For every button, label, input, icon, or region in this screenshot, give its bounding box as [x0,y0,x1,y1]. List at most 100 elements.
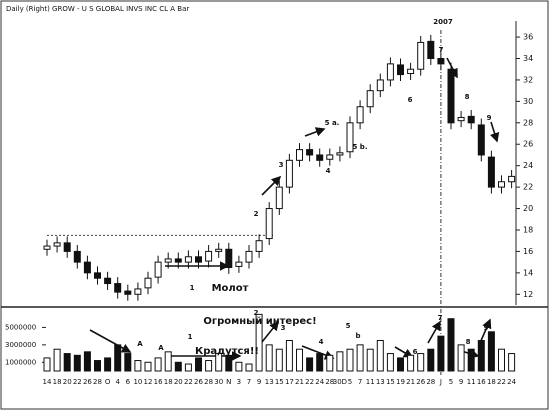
annotation: 9 [484,324,489,332]
x-tick-label: 15 [275,378,284,386]
annotation: 2 [254,309,259,317]
volume-bar [397,357,404,372]
annotation: 7 [439,46,444,54]
annotation: A [137,340,143,348]
x-tick-label: 7 [358,378,362,386]
candle-body [427,40,435,60]
annotation: 1 [188,333,193,341]
candle-body [184,256,192,263]
y-tick-label: 26 [523,140,533,149]
candle-body [336,152,344,156]
candle-body [447,68,455,124]
x-tick-label: 21 [295,378,304,386]
candle-body [397,64,404,76]
candle-body [326,154,334,160]
x-tick-label: 11 [366,378,375,386]
x-tick-label: 28 [204,378,213,386]
x-tick-label: 16 [477,378,486,386]
volume-bar [407,354,415,372]
volume-bar [508,353,516,372]
candle-body [43,245,51,250]
volume-bar [447,318,455,372]
volume-bar [63,353,71,372]
x-tick-label: 14 [43,378,52,386]
x-tick-label: 7 [247,378,251,386]
x-tick-label: 18 [164,378,173,386]
y-tick-label: 16 [523,247,533,256]
annotation: 2 [254,210,259,218]
volume-bar [235,361,243,372]
x-tick-label: 22 [184,378,193,386]
candle-body [124,290,132,295]
annotation: 6 [408,96,413,104]
x-tick-label: 28 [93,378,102,386]
candle-body [63,242,71,252]
volume-bar [467,348,475,372]
y-tick-label: 22 [523,183,533,192]
x-tick-label: 26 [416,378,425,386]
y-tick-label: 12 [523,290,533,299]
volume-bar [164,351,172,372]
x-tick-label: 22 [497,378,506,386]
x-tick-label: 4 [115,378,120,386]
candle-body [296,149,303,161]
candle-body [316,154,324,161]
x-tick-label: 10 [133,378,142,386]
annotation: 5 [346,322,351,330]
candle-body [94,272,101,279]
x-tick-label: 28 [426,378,435,386]
candle-body [487,156,495,188]
x-tick-label: 30 [214,378,223,386]
y-tick-label: 30 [523,97,533,106]
x-tick-label: 6 [126,378,131,386]
candle-body [498,181,505,188]
x-tick-label: 28 [325,378,334,386]
chart-title: Daily (Right) GROW - U S GLOBAL INVS INC… [6,5,189,13]
candle-body [255,240,263,252]
candle-body [134,288,142,295]
volume-bar [124,353,132,372]
x-tick-label: 24 [315,378,324,386]
candle-body [164,258,172,263]
candle-body [437,58,445,65]
x-tick-label: 22 [73,378,82,386]
volume-bar [205,360,213,372]
volume-bar [437,335,445,372]
x-tick-label: 11 [467,378,476,386]
candle-body [205,250,213,262]
volume-tick-label: 1000000 [5,358,36,366]
candle-body [417,41,425,70]
annotation: 4 [319,338,324,346]
volume-bar [144,361,152,372]
annotation: 9 [487,114,492,122]
volume-bar [43,357,51,372]
annotation: Крадутся!! [195,346,259,357]
volume-bar [285,340,293,372]
volume-bar [134,360,142,372]
candle-body [265,208,273,240]
volume-bar [487,331,495,372]
volume-bar [73,354,81,372]
volume-bar [255,313,263,372]
volume-bar [498,348,505,372]
x-tick-label: 30D [333,378,347,386]
y-tick-label: 28 [523,118,533,127]
volume-bar [477,340,485,372]
candle-body [245,250,253,263]
x-tick-label: 22 [305,378,314,386]
candle-body [477,124,485,156]
x-tick-label: N [226,378,231,386]
volume-bar [53,348,61,372]
candle-body [457,116,465,122]
x-tick-label: 26 [83,378,92,386]
x-tick-label: 19 [396,378,405,386]
candle-body [467,115,475,124]
annotation: Огромный интерес! [203,316,316,327]
volume-bar [306,357,314,372]
y-tick-label: 20 [523,204,533,213]
arrows [89,57,500,361]
candle-body [356,106,364,124]
annotation: b [355,332,360,340]
volume-tick-label: 5000000 [5,323,36,331]
